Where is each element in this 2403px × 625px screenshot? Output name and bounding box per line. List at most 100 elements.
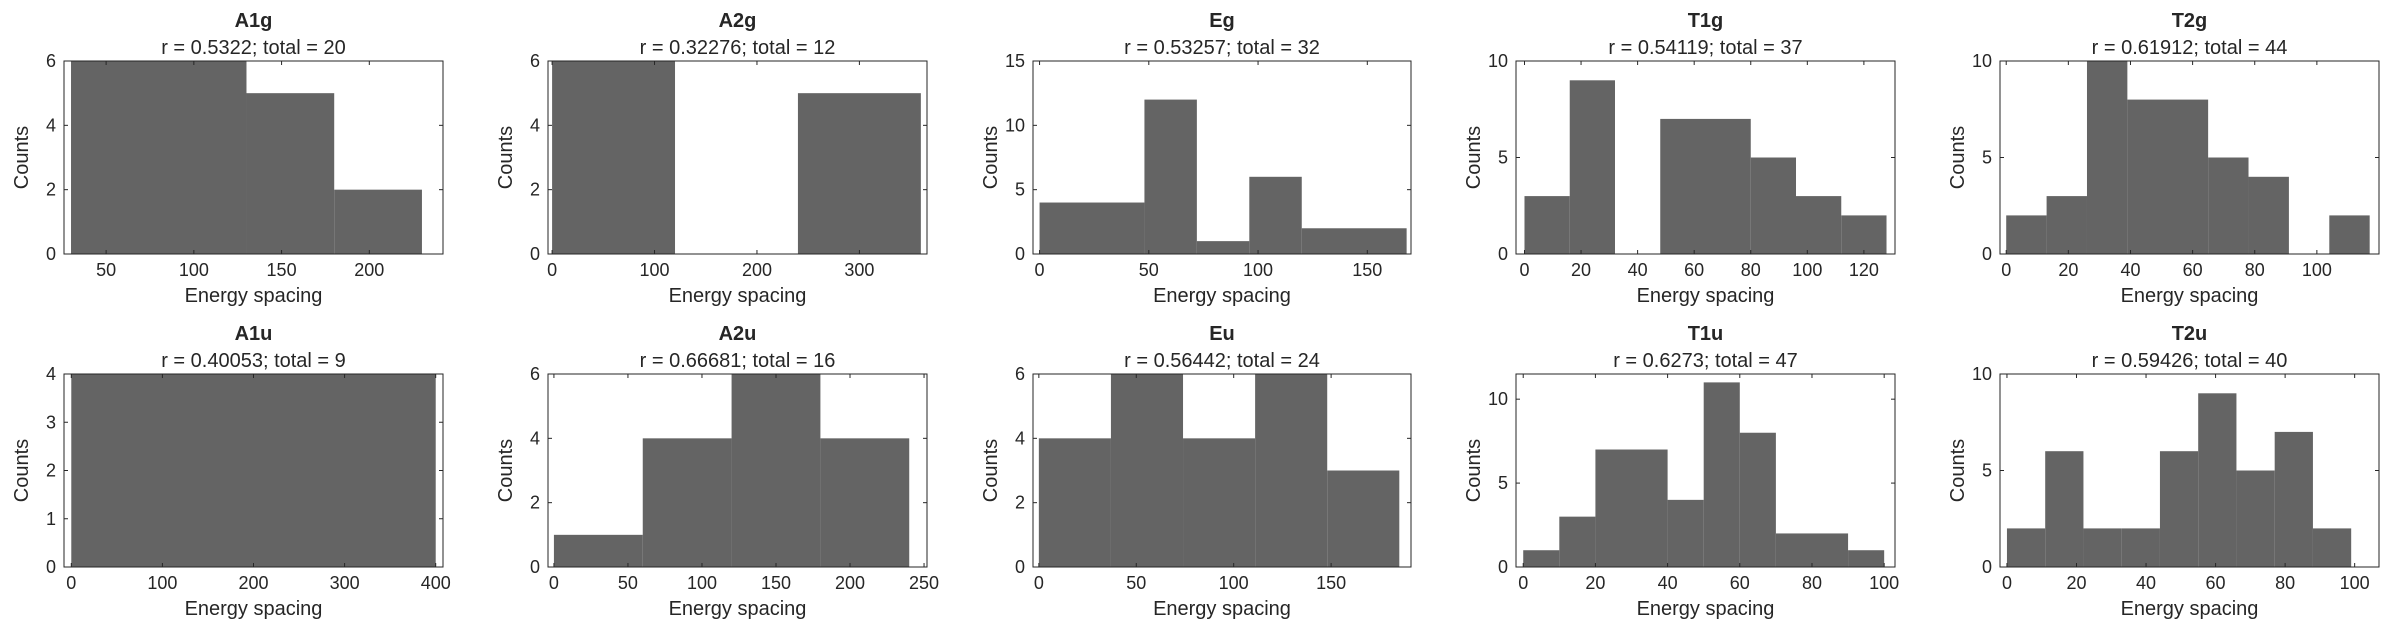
- y-tick-label: 5: [1498, 473, 1508, 493]
- x-tick-label: 0: [2002, 573, 2012, 593]
- y-tick-label: 0: [1498, 244, 1508, 264]
- bar: [2045, 451, 2084, 567]
- y-tick-label: 10: [1972, 51, 1992, 71]
- x-tick-label: 50: [1139, 260, 1159, 280]
- bar: [820, 438, 910, 567]
- subplot-title: T1u: [1688, 323, 1724, 345]
- y-tick-label: 4: [46, 364, 56, 384]
- x-tick-label: 60: [1684, 260, 1704, 280]
- bar: [1841, 215, 1887, 254]
- bar: [731, 374, 821, 567]
- bar: [1559, 516, 1596, 567]
- subplot-subtitle: r = 0.66681; total = 16: [640, 350, 836, 372]
- bar: [2006, 215, 2047, 254]
- y-tick-label: 4: [530, 115, 540, 135]
- x-tick-label: 40: [2136, 573, 2156, 593]
- y-tick-label: 0: [46, 244, 56, 264]
- x-tick-label: 0: [1035, 260, 1045, 280]
- bar: [2159, 451, 2199, 567]
- subplot-subtitle: r = 0.32276; total = 12: [640, 37, 836, 59]
- x-tick-label: 100: [1869, 573, 1899, 593]
- bar: [2208, 157, 2249, 254]
- y-tick-label: 15: [1005, 51, 1025, 71]
- bar: [1249, 176, 1302, 254]
- y-axis-label: Counts: [1947, 439, 1969, 502]
- subplot-a1u: 0 100 200 300 400 0 1 2 3 4 A1u r = 0.40053; total …: [11, 323, 451, 620]
- bar: [1255, 374, 1328, 567]
- y-tick-label: 6: [1015, 364, 1025, 384]
- x-tick-label: 0: [547, 260, 557, 280]
- x-tick-label: 120: [1849, 260, 1879, 280]
- bar: [2329, 215, 2370, 254]
- bar: [1848, 550, 1885, 567]
- bar: [2198, 393, 2237, 567]
- subplot-title: T1g: [1688, 10, 1724, 32]
- x-tick-label: 100: [1219, 573, 1249, 593]
- subplot-a1g: 50 100 150 200 0 2 4 6 A1g r = 0.5322; total = 20…: [11, 10, 444, 307]
- subplot-subtitle: r = 0.6273; total = 47: [1613, 350, 1798, 372]
- y-tick-label: 5: [1498, 148, 1508, 168]
- x-tick-label: 50: [96, 260, 116, 280]
- y-tick-label: 4: [46, 115, 56, 135]
- x-tick-label: 300: [844, 260, 874, 280]
- x-tick-label: 40: [1628, 260, 1648, 280]
- bar: [1327, 470, 1400, 567]
- bar: [2274, 431, 2313, 567]
- x-tick-label: 150: [267, 260, 297, 280]
- y-axis-label: Counts: [11, 439, 33, 502]
- x-axis-label: Energy spacing: [1637, 598, 1775, 620]
- bar: [552, 61, 676, 254]
- y-tick-label: 10: [1005, 115, 1025, 135]
- x-tick-label: 200: [354, 260, 384, 280]
- bar: [2006, 528, 2046, 567]
- bar: [553, 534, 643, 567]
- x-tick-label: 100: [640, 260, 670, 280]
- subplot-title: Eu: [1209, 323, 1235, 345]
- y-tick-label: 6: [46, 51, 56, 71]
- x-tick-label: 100: [147, 573, 177, 593]
- subplot-subtitle: r = 0.40053; total = 9: [161, 350, 346, 372]
- bar: [1739, 432, 1776, 567]
- subplot-subtitle: r = 0.59426; total = 40: [2092, 350, 2288, 372]
- subplot-subtitle: r = 0.56442; total = 24: [1124, 350, 1320, 372]
- bar: [2083, 528, 2122, 567]
- x-tick-label: 20: [2066, 573, 2086, 593]
- bar: [1569, 80, 1615, 254]
- subplot-t1u: 0 20 40 60 80 100 0 5 10 T1u r = 0.6273; total = 4…: [1463, 323, 1899, 620]
- y-axis-label: Counts: [980, 126, 1002, 189]
- x-tick-label: 100: [2302, 260, 2332, 280]
- y-axis-label: Counts: [1947, 126, 1969, 189]
- x-axis-label: Energy spacing: [1153, 598, 1291, 620]
- plot-frame: [1032, 60, 1412, 255]
- x-axis-label: Energy spacing: [185, 285, 323, 307]
- subplot-subtitle: r = 0.5322; total = 20: [161, 37, 346, 59]
- y-tick-label: 10: [1488, 389, 1508, 409]
- bar: [71, 61, 247, 254]
- y-tick-label: 0: [46, 557, 56, 577]
- x-axis-label: Energy spacing: [1153, 285, 1291, 307]
- plot-frame: [547, 373, 928, 568]
- plot-frame: [1515, 373, 1896, 568]
- x-axis-label: Energy spacing: [1637, 285, 1775, 307]
- subplot-subtitle: r = 0.53257; total = 32: [1124, 37, 1320, 59]
- plot-frame: [1032, 373, 1412, 568]
- y-tick-label: 0: [1982, 244, 1992, 264]
- subplot-title: A1g: [235, 10, 273, 32]
- bar: [2046, 196, 2087, 254]
- x-tick-label: 0: [549, 573, 559, 593]
- bar: [2086, 61, 2128, 254]
- bar: [797, 93, 921, 255]
- y-tick-label: 1: [46, 509, 56, 529]
- y-tick-label: 2: [530, 180, 540, 200]
- plot-frame: [63, 60, 444, 255]
- y-tick-label: 0: [1015, 557, 1025, 577]
- bar: [1703, 382, 1740, 567]
- y-axis-label: Counts: [11, 126, 33, 189]
- x-tick-label: 80: [2275, 573, 2295, 593]
- bar: [1183, 438, 1256, 567]
- x-tick-label: 250: [909, 573, 939, 593]
- x-tick-label: 0: [2001, 260, 2011, 280]
- subplot-a2u: 0 50 100 150 200 250 0 2 4 6 A2u r = 0.66681; total…: [495, 323, 939, 620]
- bar: [1523, 550, 1560, 567]
